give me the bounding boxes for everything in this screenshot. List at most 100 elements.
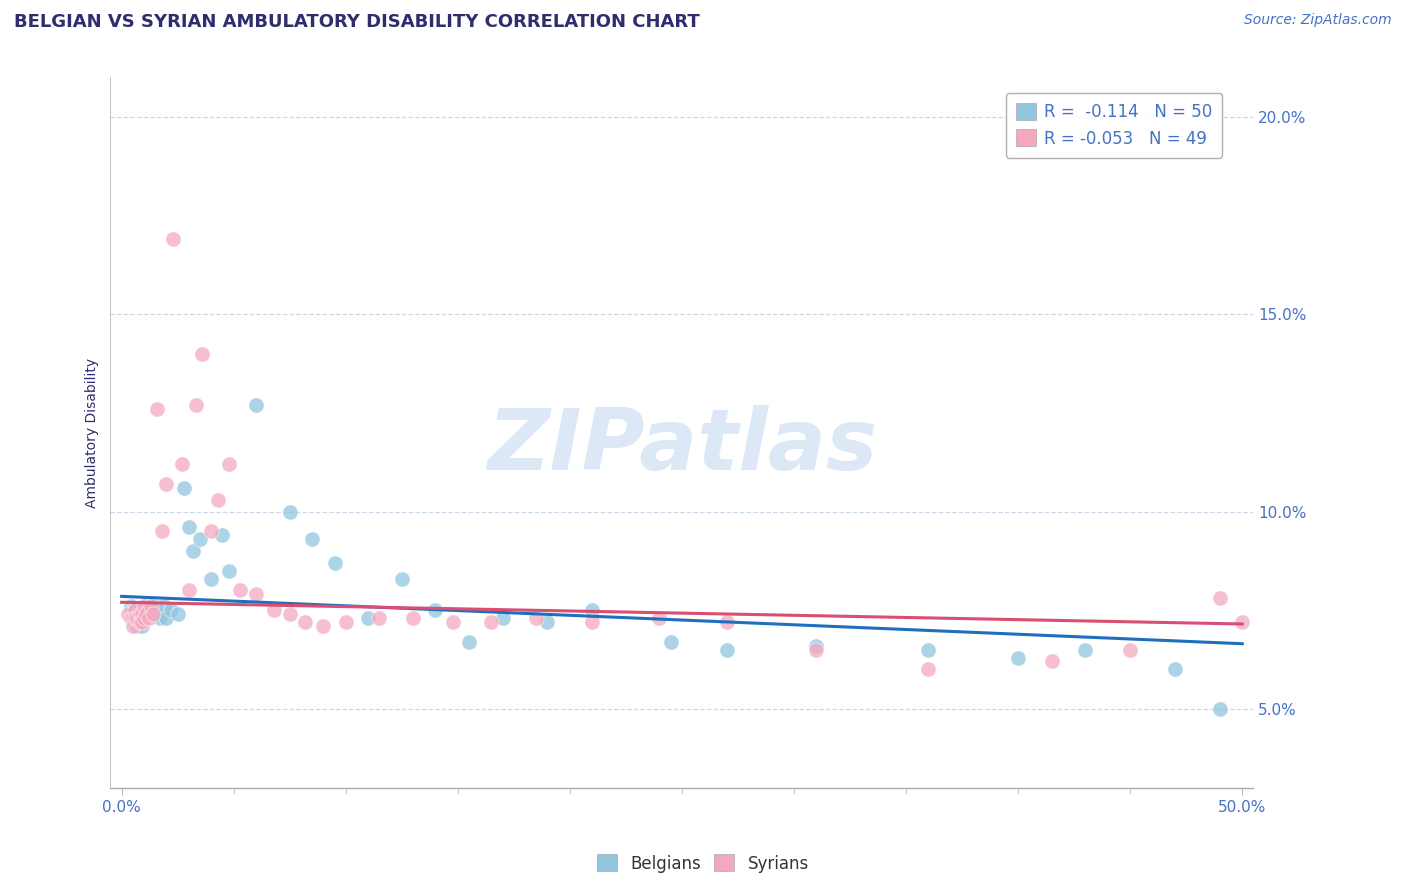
Point (229, 583, 252, 598)
Point (132, 599, 155, 614)
Point (245, 398, 267, 412)
Point (128, 615, 150, 629)
Point (294, 615, 316, 629)
Point (491, 611, 513, 625)
Point (917, 662, 939, 676)
Point (177, 520, 200, 534)
Point (806, 639, 828, 653)
Point (128, 603, 150, 617)
Point (128, 607, 150, 621)
Point (132, 611, 155, 625)
Point (142, 607, 165, 621)
Point (117, 607, 139, 621)
Point (139, 599, 162, 614)
Point (391, 572, 413, 586)
Point (524, 611, 547, 625)
Point (368, 611, 391, 625)
Point (458, 634, 481, 648)
Point (131, 607, 153, 621)
Point (173, 481, 195, 495)
Point (278, 607, 301, 621)
Point (716, 615, 738, 629)
Point (1164, 662, 1187, 676)
Point (200, 572, 222, 586)
Point (357, 611, 380, 625)
Point (1074, 642, 1097, 657)
Point (132, 599, 155, 614)
Point (138, 611, 160, 625)
Point (218, 564, 240, 578)
Point (1230, 615, 1253, 629)
Point (124, 603, 146, 617)
Point (278, 504, 301, 518)
Point (121, 611, 143, 625)
Point (581, 603, 603, 617)
Y-axis label: Ambulatory Disability: Ambulatory Disability (86, 358, 100, 508)
Point (124, 611, 146, 625)
Point (143, 599, 166, 614)
Point (184, 398, 207, 412)
Text: BELGIAN VS SYRIAN AMBULATORY DISABILITY CORRELATION CHART: BELGIAN VS SYRIAN AMBULATORY DISABILITY … (14, 13, 700, 31)
Point (131, 619, 153, 633)
Point (128, 611, 150, 625)
Point (135, 607, 157, 621)
Point (135, 599, 157, 614)
Point (1119, 642, 1142, 657)
Point (211, 528, 233, 542)
Point (312, 619, 335, 633)
Point (121, 611, 143, 625)
Point (142, 607, 165, 621)
Point (121, 619, 143, 633)
Point (301, 532, 323, 546)
Point (121, 603, 143, 617)
Point (1209, 591, 1232, 606)
Point (138, 599, 160, 614)
Point (153, 599, 176, 614)
Point (441, 615, 464, 629)
Legend: Belgians, Syrians: Belgians, Syrians (591, 847, 815, 880)
Point (127, 611, 149, 625)
Legend: R =  -0.114   N = 50, R = -0.053   N = 49: R = -0.114 N = 50, R = -0.053 N = 49 (1005, 93, 1222, 158)
Point (124, 603, 146, 617)
Point (207, 492, 229, 507)
Point (659, 634, 682, 648)
Point (155, 476, 177, 491)
Point (200, 524, 222, 539)
Point (1209, 702, 1232, 716)
Point (146, 401, 169, 416)
Point (177, 583, 200, 598)
Point (166, 607, 188, 621)
Point (139, 599, 162, 614)
Point (323, 556, 346, 570)
Point (716, 642, 738, 657)
Text: ZIPatlas: ZIPatlas (486, 405, 877, 488)
Point (335, 615, 357, 629)
Point (131, 615, 153, 629)
Point (536, 615, 558, 629)
Point (191, 346, 214, 360)
Point (127, 611, 149, 625)
Point (648, 611, 671, 625)
Point (425, 603, 447, 617)
Point (218, 457, 240, 471)
Point (149, 611, 172, 625)
Point (150, 524, 173, 539)
Point (135, 607, 157, 621)
Point (183, 544, 205, 558)
Point (160, 603, 183, 617)
Point (132, 607, 155, 621)
Point (263, 603, 285, 617)
Point (917, 642, 939, 657)
Point (245, 587, 267, 601)
Point (1040, 655, 1063, 669)
Point (481, 615, 503, 629)
Text: Source: ZipAtlas.com: Source: ZipAtlas.com (1244, 13, 1392, 28)
Point (581, 615, 603, 629)
Point (1007, 650, 1029, 665)
Point (124, 611, 146, 625)
Point (162, 232, 184, 246)
Point (402, 611, 425, 625)
Point (120, 611, 142, 625)
Point (172, 457, 194, 471)
Point (120, 599, 142, 614)
